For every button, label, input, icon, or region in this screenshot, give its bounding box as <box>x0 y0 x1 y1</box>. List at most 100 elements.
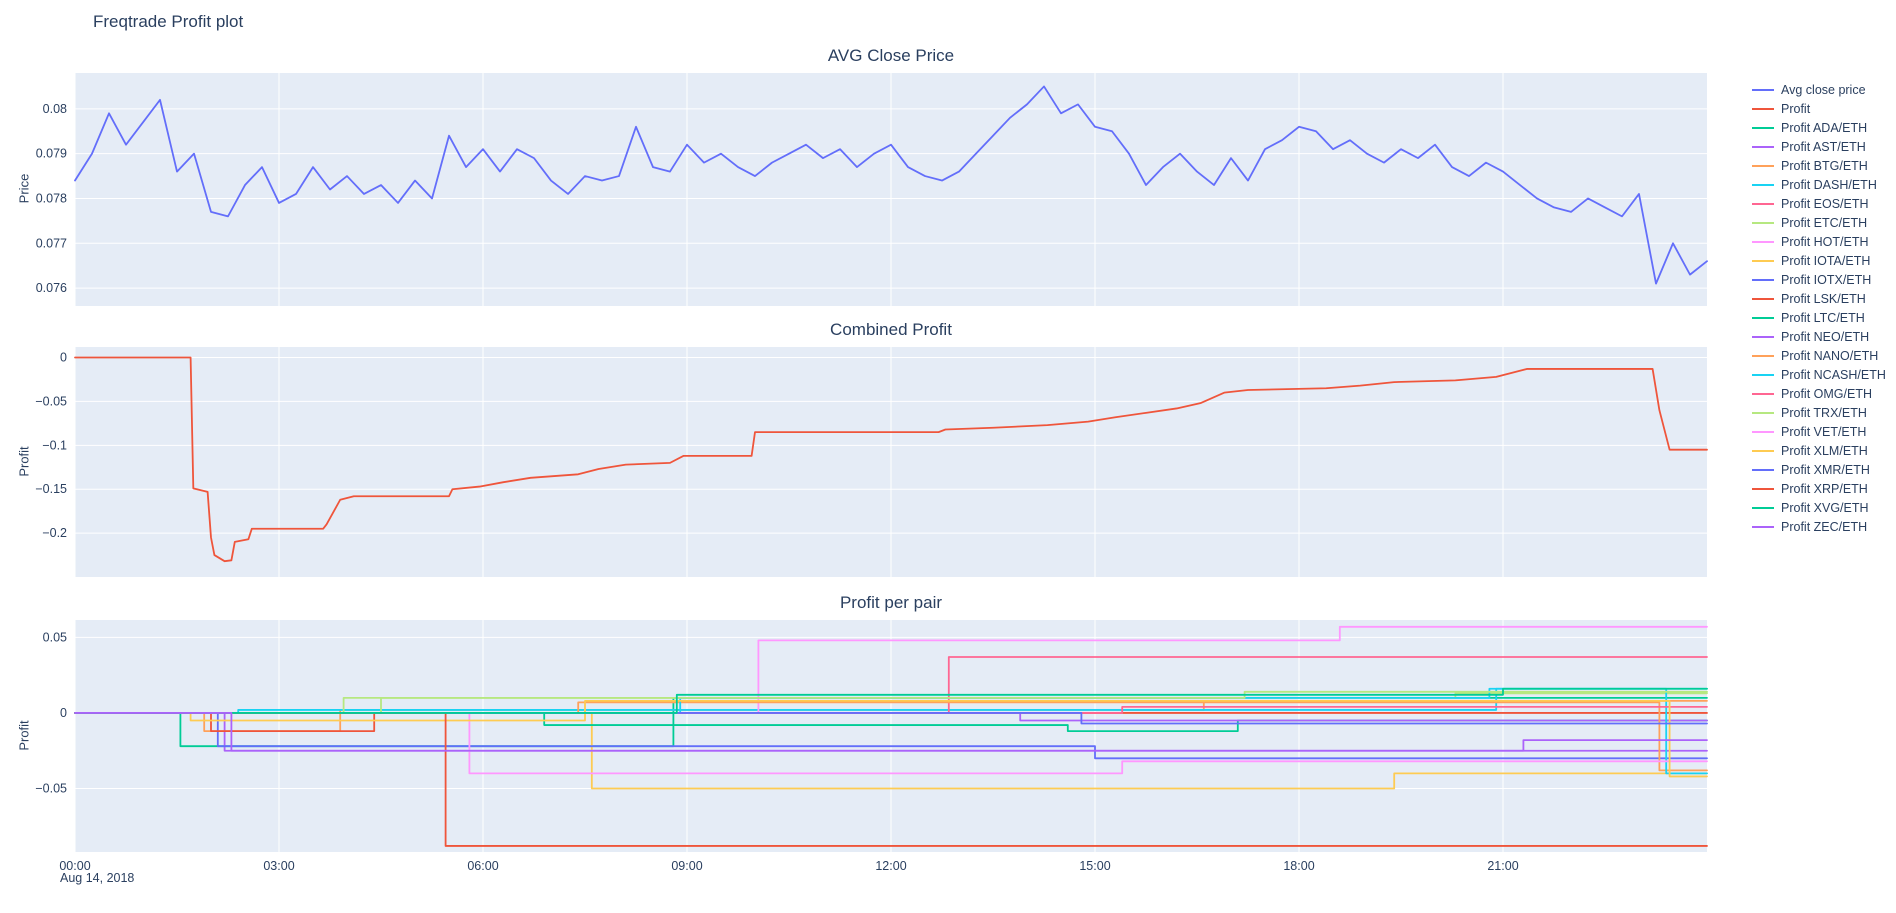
legend-item-label: Profit <box>1781 101 1811 116</box>
series-line-profit <box>74 356 1708 563</box>
legend-item-profit-ncash-eth[interactable]: Profit NCASH/ETH <box>1752 365 1886 384</box>
legend-line-swatch-icon <box>1752 487 1774 490</box>
legend-line-swatch-icon <box>1752 316 1774 319</box>
legend-line-swatch-icon <box>1752 202 1774 205</box>
legend-line-swatch-icon <box>1752 240 1774 243</box>
y-tick-label: 0.08 <box>43 102 67 116</box>
y-axis-title-profit-combined: Profit <box>16 446 32 477</box>
legend-item-label: Profit VET/ETH <box>1781 424 1867 439</box>
legend-line-swatch-icon <box>1752 335 1774 338</box>
y-axis-title-price: Price <box>16 173 32 204</box>
legend-item-profit-btg-eth[interactable]: Profit BTG/ETH <box>1752 156 1886 175</box>
x-tick-label: 03:00 <box>263 859 294 873</box>
legend-item-profit-iota-eth[interactable]: Profit IOTA/ETH <box>1752 251 1886 270</box>
legend-item-label: Profit EOS/ETH <box>1781 196 1869 211</box>
legend-line-swatch-icon <box>1752 221 1774 224</box>
x-tick-label: 15:00 <box>1079 859 1110 873</box>
legend-item-profit-xmr-eth[interactable]: Profit XMR/ETH <box>1752 460 1886 479</box>
legend-item-label: Profit LTC/ETH <box>1781 310 1865 325</box>
x-tick-label: 06:00 <box>467 859 498 873</box>
legend-line-swatch-icon <box>1752 297 1774 300</box>
legend-item-profit-hot-eth[interactable]: Profit HOT/ETH <box>1752 232 1886 251</box>
y-tick-label: 0 <box>60 706 67 720</box>
legend-item-profit-etc-eth[interactable]: Profit ETC/ETH <box>1752 213 1886 232</box>
x-tick-label: 09:00 <box>671 859 702 873</box>
legend-item-profit-omg-eth[interactable]: Profit OMG/ETH <box>1752 384 1886 403</box>
legend-item-label: Profit NANO/ETH <box>1781 348 1879 363</box>
subplot-title-profit-per-pair: Profit per pair <box>839 593 943 612</box>
legend-item-label: Profit LSK/ETH <box>1781 291 1866 306</box>
legend-line-swatch-icon <box>1752 126 1774 129</box>
subplot-title-combined-profit: Combined Profit <box>830 320 952 339</box>
legend-line-swatch-icon <box>1752 525 1774 528</box>
legend-item-profit-nano-eth[interactable]: Profit NANO/ETH <box>1752 346 1886 365</box>
y-tick-label: 0.05 <box>43 630 67 644</box>
legend-line-swatch-icon <box>1752 468 1774 471</box>
legend-item-label: Avg close price <box>1781 82 1866 97</box>
series-line-profit-xvg-eth <box>74 687 1708 714</box>
legend-line-swatch-icon <box>1752 449 1774 452</box>
legend-item-label: Profit XVG/ETH <box>1781 500 1869 515</box>
legend-item-profit-eos-eth[interactable]: Profit EOS/ETH <box>1752 194 1886 213</box>
series-line-profit-ncash-eth <box>74 687 1708 775</box>
legend-item-label: Profit XRP/ETH <box>1781 481 1868 496</box>
legend-item-label: Profit AST/ETH <box>1781 139 1866 154</box>
legend-item-profit-neo-eth[interactable]: Profit NEO/ETH <box>1752 327 1886 346</box>
legend-item-profit-trx-eth[interactable]: Profit TRX/ETH <box>1752 403 1886 422</box>
legend-item-label: Profit HOT/ETH <box>1781 234 1869 249</box>
legend-item-label: Profit IOTA/ETH <box>1781 253 1871 268</box>
y-tick-label: −0.15 <box>35 482 67 496</box>
legend-item-label: Profit ETC/ETH <box>1781 215 1868 230</box>
legend-line-swatch-icon <box>1752 278 1774 281</box>
legend-line-swatch-icon <box>1752 88 1774 91</box>
legend-line-swatch-icon <box>1752 183 1774 186</box>
legend-item-profit-iotx-eth[interactable]: Profit IOTX/ETH <box>1752 270 1886 289</box>
y-tick-label: 0.076 <box>36 281 67 295</box>
legend-item-profit-zec-eth[interactable]: Profit ZEC/ETH <box>1752 517 1886 536</box>
legend-item-profit-xrp-eth[interactable]: Profit XRP/ETH <box>1752 479 1886 498</box>
legend-item-profit-lsk-eth[interactable]: Profit LSK/ETH <box>1752 289 1886 308</box>
legend-item-label: Profit XMR/ETH <box>1781 462 1870 477</box>
legend-item-label: Profit TRX/ETH <box>1781 405 1867 420</box>
legend-line-swatch-icon <box>1752 392 1774 395</box>
subplot-title-avg-close-price: AVG Close Price <box>827 46 955 65</box>
legend-item-label: Profit BTG/ETH <box>1781 158 1868 173</box>
x-tick-label: 21:00 <box>1487 859 1518 873</box>
x-tick-label: 18:00 <box>1283 859 1314 873</box>
legend-line-swatch-icon <box>1752 354 1774 357</box>
legend-item-profit-ast-eth[interactable]: Profit AST/ETH <box>1752 137 1886 156</box>
legend-line-swatch-icon <box>1752 506 1774 509</box>
y-tick-label: −0.1 <box>42 438 67 452</box>
y-tick-label: −0.2 <box>42 526 67 540</box>
legend-item-profit-dash-eth[interactable]: Profit DASH/ETH <box>1752 175 1886 194</box>
series-line-avg-close-price <box>74 85 1708 285</box>
legend-item-profit-ltc-eth[interactable]: Profit LTC/ETH <box>1752 308 1886 327</box>
legend-item-label: Profit ADA/ETH <box>1781 120 1868 135</box>
y-tick-label: 0.078 <box>36 191 67 205</box>
legend-item-profit-vet-eth[interactable]: Profit VET/ETH <box>1752 422 1886 441</box>
legend-line-swatch-icon <box>1752 164 1774 167</box>
y-tick-label: −0.05 <box>35 782 67 796</box>
x-tick-label: 00:00 <box>59 859 90 873</box>
legend-item-profit-xvg-eth[interactable]: Profit XVG/ETH <box>1752 498 1886 517</box>
y-axis-title-profit-pairs: Profit <box>16 720 32 751</box>
legend-line-swatch-icon <box>1752 259 1774 262</box>
y-tick-label: 0 <box>60 351 67 365</box>
legend-line-swatch-icon <box>1752 373 1774 376</box>
legend-item-avg-close-price[interactable]: Avg close price <box>1752 80 1886 99</box>
legend-line-swatch-icon <box>1752 107 1774 110</box>
legend-item-label: Profit NEO/ETH <box>1781 329 1870 344</box>
x-tick-label: 12:00 <box>875 859 906 873</box>
legend-item-profit-xlm-eth[interactable]: Profit XLM/ETH <box>1752 441 1886 460</box>
y-tick-label: −0.05 <box>35 394 67 408</box>
legend: Avg close price Profit Profit ADA/ETH Pr… <box>1752 80 1886 536</box>
legend-item-profit[interactable]: Profit <box>1752 99 1886 118</box>
legend-line-swatch-icon <box>1752 145 1774 148</box>
legend-item-profit-ada-eth[interactable]: Profit ADA/ETH <box>1752 118 1886 137</box>
figure-title: Freqtrade Profit plot <box>93 12 244 31</box>
legend-item-label: Profit DASH/ETH <box>1781 177 1877 192</box>
series-line-profit-ltc-eth <box>74 712 1708 732</box>
legend-line-swatch-icon <box>1752 430 1774 433</box>
